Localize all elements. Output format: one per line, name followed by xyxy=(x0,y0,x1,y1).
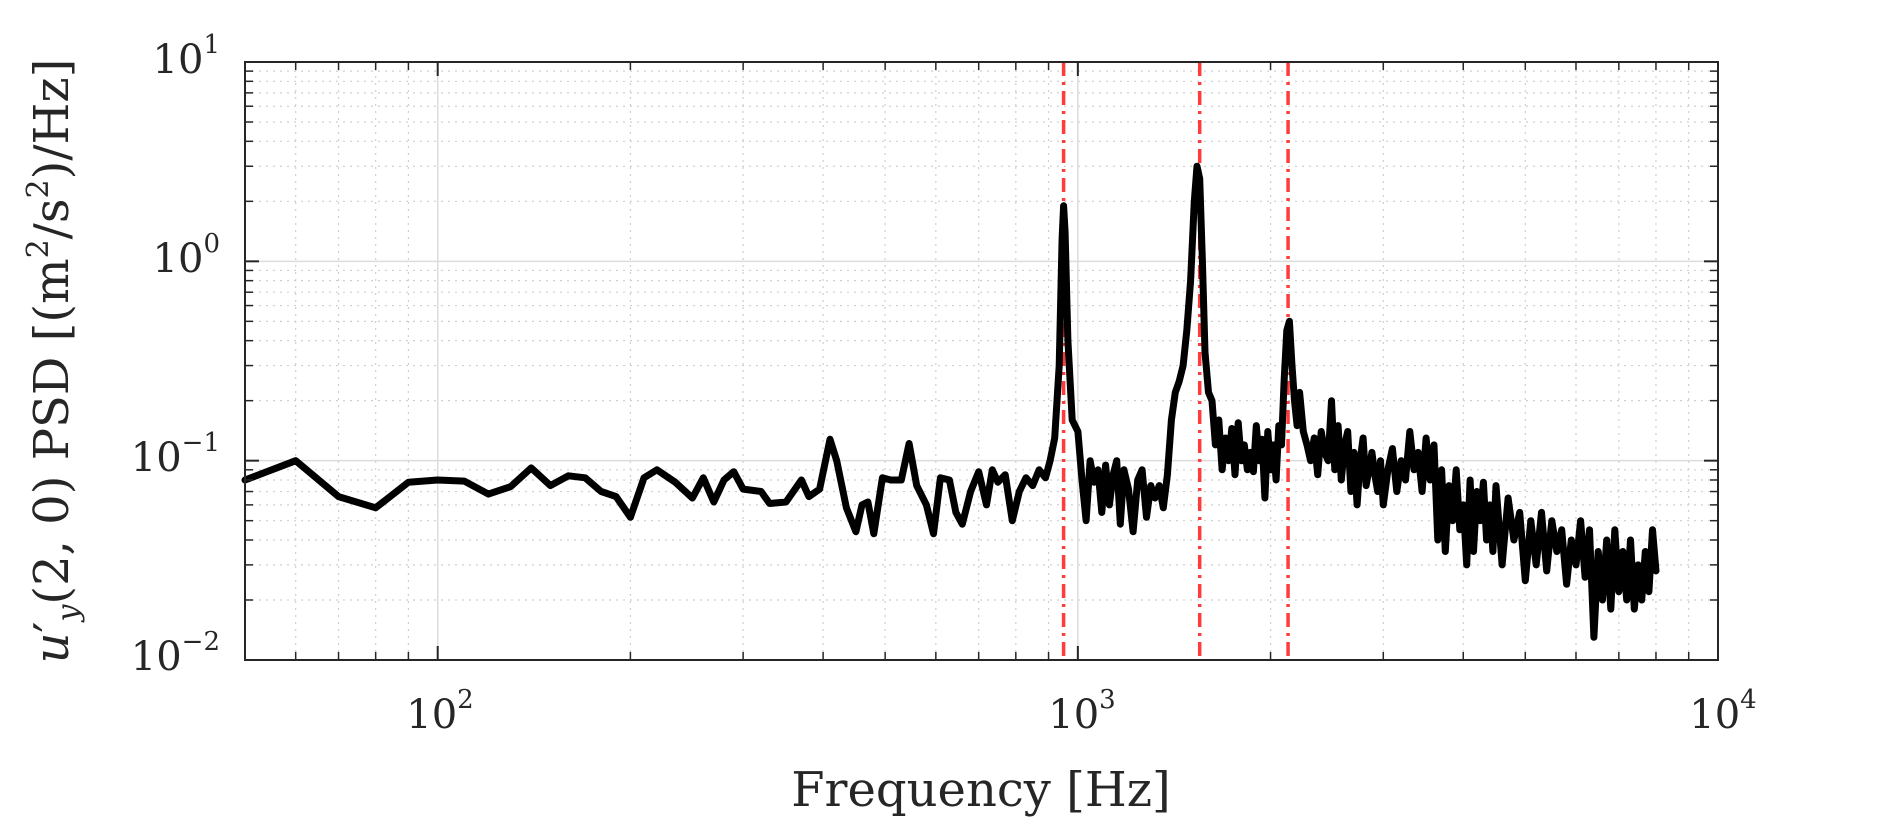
psd-line-0 xyxy=(241,162,1660,641)
x-tick-label-0: 102 xyxy=(406,685,473,738)
y-tick-label-3: 10−2 xyxy=(131,627,220,680)
y-tick-label-2: 10−1 xyxy=(131,428,220,481)
x-axis-title: Frequency [Hz] xyxy=(791,762,1170,818)
y-tick-label-1: 100 xyxy=(153,229,220,282)
x-tick-label-2: 104 xyxy=(1689,685,1756,738)
x-tick-label-1: 103 xyxy=(1048,685,1115,738)
y-axis-title: u′y(2, 0) PSD [(m2/s2)/Hz] xyxy=(21,59,86,664)
axis-ticks xyxy=(244,61,1718,661)
plot-background xyxy=(245,62,1718,660)
psd-series xyxy=(241,162,1660,641)
plot-frame xyxy=(244,61,1719,661)
y-tick-label-0: 101 xyxy=(153,30,220,83)
